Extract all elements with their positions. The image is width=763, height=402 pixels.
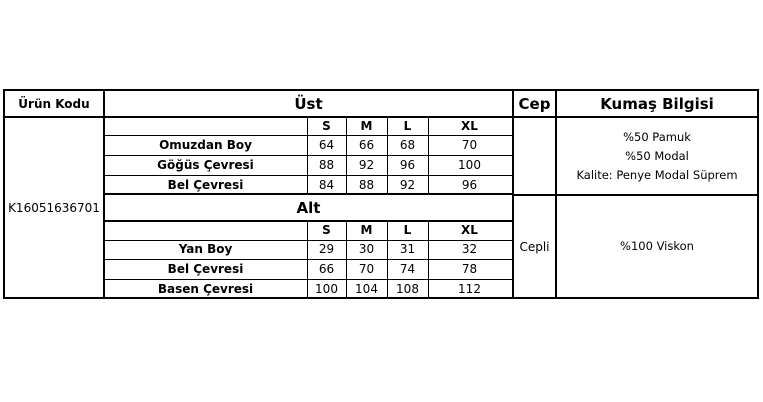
- size-value: 100: [315, 282, 338, 296]
- table-border: [104, 279, 513, 280]
- fabric-line: %50 Modal: [625, 148, 689, 163]
- header-pocket: Cep: [518, 94, 551, 113]
- header-top: Üst: [294, 94, 323, 113]
- size-value: 88: [318, 158, 335, 172]
- size-value: 32: [461, 242, 478, 256]
- size-header: L: [403, 223, 412, 237]
- size-header: S: [322, 119, 331, 133]
- size-header: XL: [461, 119, 478, 133]
- size-header: L: [403, 119, 412, 133]
- size-value: 104: [355, 282, 378, 296]
- size-value: 100: [458, 158, 481, 172]
- row-label: Basen Çevresi: [157, 282, 254, 296]
- table-border: [104, 220, 513, 222]
- header-fabric: Kumaş Bilgisi: [600, 94, 714, 113]
- table-border: [3, 116, 759, 118]
- size-header: XL: [461, 223, 478, 237]
- size-value: 64: [318, 138, 335, 152]
- size-header: S: [322, 223, 331, 237]
- size-value: 68: [399, 138, 416, 152]
- size-value: 92: [358, 158, 375, 172]
- size-value: 70: [358, 262, 375, 276]
- row-label: Göğüs Çevresi: [157, 158, 254, 172]
- size-header: M: [360, 119, 373, 133]
- size-value: 96: [461, 178, 478, 192]
- size-value: 30: [358, 242, 375, 256]
- table-border: [104, 135, 513, 136]
- size-value: 92: [399, 178, 416, 192]
- fabric-top: %50 Pamuk %50 Modal Kalite: Penye Modal Sü…: [556, 117, 758, 195]
- size-value: 29: [318, 242, 335, 256]
- row-label: Bel Çevresi: [167, 178, 244, 192]
- table-border: [3, 297, 759, 299]
- header-product-code: Ürün Kodu: [18, 96, 90, 111]
- table-border: [104, 240, 513, 241]
- size-value: 66: [318, 262, 335, 276]
- size-header: M: [360, 223, 373, 237]
- fabric-line: %100 Viskon: [620, 239, 694, 253]
- size-value: 112: [458, 282, 481, 296]
- table-border: [104, 193, 513, 195]
- row-label: Omuzdan Boy: [159, 138, 252, 152]
- fabric-line: %50 Pamuk: [623, 129, 691, 144]
- table-border: [513, 194, 758, 196]
- size-value: 96: [399, 158, 416, 172]
- table-border: [757, 89, 759, 299]
- size-value: 78: [461, 262, 478, 276]
- row-label: Yan Boy: [178, 242, 233, 256]
- table-border: [3, 89, 5, 299]
- table-border: [104, 259, 513, 260]
- product-code-value: K16051636701: [8, 200, 100, 215]
- section-title-bottom: Alt: [296, 198, 321, 217]
- size-value: 74: [399, 262, 416, 276]
- table-border: [104, 155, 513, 156]
- size-value: 88: [358, 178, 375, 192]
- size-value: 108: [396, 282, 419, 296]
- table-border: [3, 89, 759, 91]
- fabric-line: Kalite: Penye Modal Süprem: [576, 167, 738, 182]
- row-label: Bel Çevresi: [167, 262, 244, 276]
- size-value: 66: [358, 138, 375, 152]
- size-value: 84: [318, 178, 335, 192]
- pocket-top: [513, 117, 556, 195]
- size-value: 31: [399, 242, 416, 256]
- fabric-bottom: %100 Viskon: [556, 195, 758, 298]
- table-border: [104, 175, 513, 176]
- pocket-bottom: Cepli: [519, 239, 550, 254]
- size-value: 70: [461, 138, 478, 152]
